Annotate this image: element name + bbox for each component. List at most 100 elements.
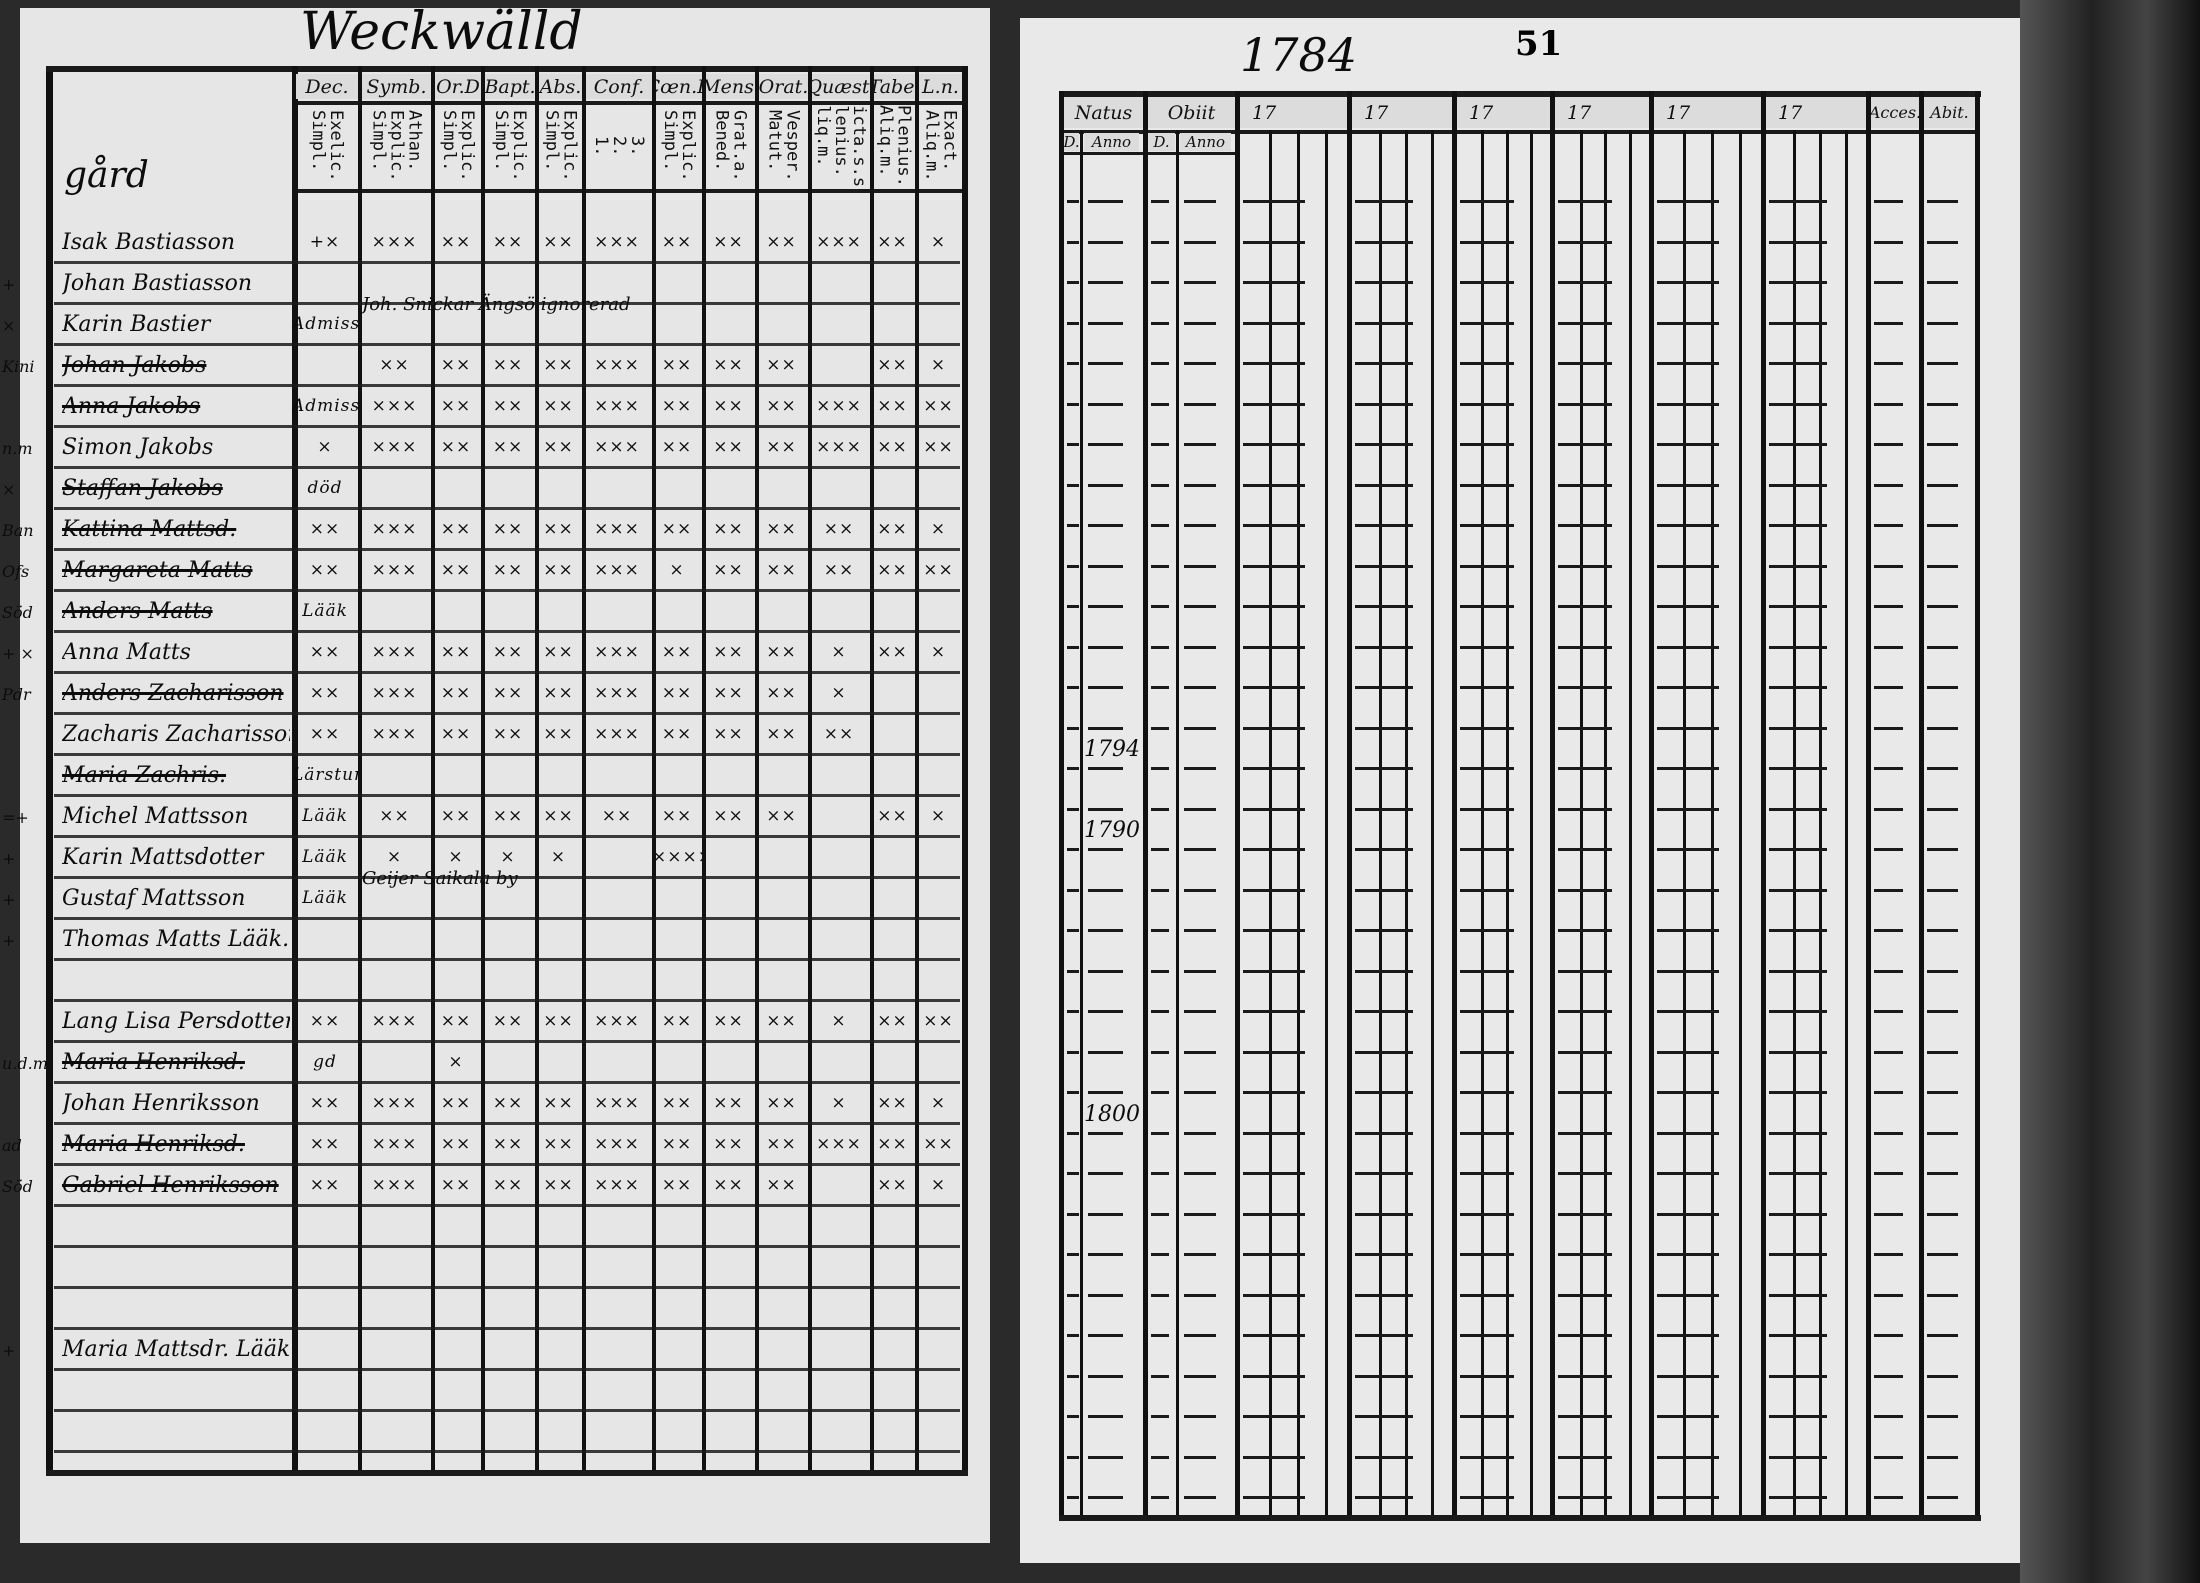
- year-sub-rule: [1629, 130, 1633, 1515]
- catechism-mark: ××: [923, 1134, 954, 1154]
- column-rule: [870, 66, 874, 1470]
- catechism-mark: ××: [492, 1011, 524, 1031]
- row-dash: [1067, 524, 1079, 527]
- catechism-mark: ××: [923, 1011, 954, 1031]
- catechism-mark: ××: [877, 1175, 908, 1195]
- catechism-mark: ×: [500, 847, 516, 867]
- row-dash: [1927, 240, 1958, 244]
- row-dash: [1151, 402, 1170, 406]
- row-dash: [1355, 281, 1413, 284]
- catechism-mark: ××: [492, 1134, 524, 1154]
- row-rule: [54, 630, 960, 633]
- row-dash: [1067, 888, 1079, 892]
- row-rule: [54, 1368, 960, 1371]
- catechism-mark: ×××: [816, 232, 862, 252]
- catechism-mark: ×××: [594, 396, 640, 416]
- row-dash: [1558, 726, 1613, 730]
- parish-title: Weckwälld: [300, 2, 583, 62]
- margin-note: Ban: [2, 521, 34, 540]
- catechism-mark: ××: [661, 1134, 693, 1154]
- catechism-mark: ××: [661, 683, 693, 703]
- column-header: Symb.: [362, 74, 431, 99]
- row-rule: [54, 712, 960, 715]
- row-dash: [1184, 281, 1217, 284]
- row-dash: [1460, 1496, 1514, 1499]
- row-rule: [54, 1327, 960, 1330]
- row-dash: [1184, 1091, 1217, 1094]
- row-dash: [1151, 969, 1170, 973]
- row-dash: [1874, 524, 1904, 527]
- row-dash: [1927, 686, 1958, 689]
- row-dash: [1874, 1131, 1904, 1135]
- catechism-mark: ×××: [816, 437, 862, 457]
- row-dash: [1927, 200, 1958, 203]
- row-dash: [1243, 1415, 1305, 1418]
- row-dash: [1927, 443, 1958, 446]
- row-dash: [1151, 605, 1170, 608]
- row-dash: [1088, 1091, 1123, 1094]
- row-dash: [1184, 645, 1217, 649]
- row-dash: [1558, 888, 1613, 892]
- row-dash: [1769, 686, 1827, 689]
- row-dash: [1874, 645, 1904, 649]
- row-dash: [1067, 1010, 1079, 1013]
- catechism-mark: ××: [661, 396, 693, 416]
- column-rule: [702, 66, 706, 1470]
- row-dash: [1460, 1050, 1514, 1054]
- catechism-mark: ×: [930, 1175, 947, 1195]
- catechism-mark: ××: [713, 1093, 744, 1113]
- catechism-mark: ××: [309, 683, 341, 703]
- year-sub-rule: [1845, 130, 1848, 1515]
- row-dash: [1184, 443, 1217, 446]
- row-dash: [1657, 1374, 1719, 1378]
- row-dash: [1769, 1050, 1827, 1054]
- row-dash: [1874, 1496, 1904, 1499]
- row-dash: [1769, 767, 1827, 770]
- row-dash: [1874, 888, 1904, 892]
- row-dash: [1927, 483, 1958, 487]
- row-dash: [1769, 1496, 1827, 1499]
- row-dash: [1088, 1455, 1123, 1459]
- row-dash: [1243, 321, 1305, 325]
- row-dash: [1151, 888, 1170, 892]
- margin-note: +: [2, 849, 16, 868]
- row-dash: [1184, 1212, 1217, 1216]
- row-dash: [1927, 969, 1958, 973]
- catechism-mark: ×××: [371, 437, 418, 457]
- row-dash: [1243, 1496, 1305, 1499]
- row-dash: [1874, 1212, 1904, 1216]
- column-header: Quæst.: [812, 74, 870, 99]
- catechism-mark: ×××: [594, 232, 640, 252]
- row-dash: [1927, 848, 1958, 851]
- row-dash: [1067, 605, 1079, 608]
- row-dash: [1460, 645, 1514, 649]
- catechism-mark: ×: [930, 232, 947, 252]
- catechism-mark: ××: [923, 437, 954, 457]
- row-dash: [1769, 807, 1827, 811]
- row-dash: [1243, 767, 1305, 770]
- row-rule: [54, 794, 960, 797]
- row-rule: [54, 753, 960, 756]
- catechism-mark: ××: [440, 1175, 472, 1195]
- person-name: Anders Matts: [62, 599, 213, 624]
- catechism-mark: ××: [309, 1134, 341, 1154]
- row-dash: [1657, 1091, 1719, 1094]
- row-dash: [1067, 564, 1079, 568]
- row-dash: [1460, 767, 1514, 770]
- row-dash: [1874, 726, 1904, 730]
- margin-note: +: [2, 1341, 16, 1360]
- catechism-mark: ××: [713, 724, 744, 744]
- year-sub-rule: [1604, 130, 1608, 1515]
- row-dash: [1874, 362, 1904, 365]
- catechism-mark: ×××: [816, 396, 862, 416]
- row-dash: [1874, 807, 1904, 811]
- catechism-mark: ××: [492, 1093, 524, 1113]
- year-sub-rule: [1818, 130, 1822, 1515]
- row-dash: [1355, 1374, 1413, 1378]
- row-dash: [1151, 1455, 1170, 1459]
- catechism-mark: ××: [661, 1011, 693, 1031]
- margin-note: + ×: [2, 644, 34, 663]
- year-sub-rule: [1324, 130, 1328, 1515]
- row-dash: [1927, 1131, 1958, 1135]
- row-dash: [1355, 1496, 1413, 1499]
